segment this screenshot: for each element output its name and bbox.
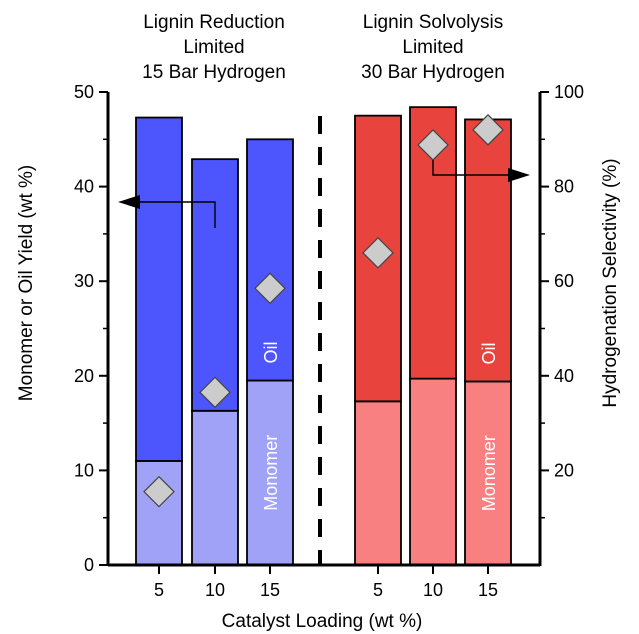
monomer-bar xyxy=(409,377,457,566)
y2-tick-label: 60 xyxy=(554,271,574,291)
y-tick-label: 50 xyxy=(74,82,94,102)
group-title-line: Lignin Reduction xyxy=(143,12,285,33)
y2-tick-label: 40 xyxy=(554,366,574,386)
y-tick-label: 40 xyxy=(74,177,94,197)
selectivity-marker xyxy=(143,475,175,508)
y-axis-title: Monomer or Oil Yield (wt %) xyxy=(16,165,37,402)
y-tick-label: 0 xyxy=(84,555,94,575)
oil-bar xyxy=(191,158,239,412)
monomer-bar xyxy=(246,379,294,566)
x-tick-label: 5 xyxy=(154,580,164,600)
oil-bar xyxy=(464,118,512,383)
x-tick-label: 15 xyxy=(478,580,498,600)
group-title-line: Lignin Solvolysis xyxy=(363,12,503,33)
y-tick-label: 10 xyxy=(74,460,94,480)
x-tick-label: 5 xyxy=(373,580,383,600)
monomer-bar xyxy=(354,400,402,566)
monomer-label: Monomer xyxy=(261,435,281,511)
y2-tick-label: 20 xyxy=(554,460,574,480)
right-arrow-line xyxy=(432,160,508,176)
left-arrow-line xyxy=(140,201,216,228)
x-tick-label: 15 xyxy=(260,580,280,600)
selectivity-marker xyxy=(362,236,394,269)
oil-label: Oil xyxy=(479,342,499,364)
y2-tick-label: 100 xyxy=(554,82,584,102)
y-tick-label: 30 xyxy=(74,271,94,291)
group-title-line: Limited xyxy=(402,37,463,58)
y-tick-label: 20 xyxy=(74,366,94,386)
oil-bar xyxy=(135,116,183,462)
group-title-line: 15 Bar Hydrogen xyxy=(142,62,286,83)
right-arrow-head xyxy=(508,168,530,182)
x-tick-label: 10 xyxy=(205,580,225,600)
oil-bar xyxy=(409,106,457,380)
selectivity-marker xyxy=(199,376,231,409)
y2-axis-title: Hydrogenation Selectivity (%) xyxy=(600,158,621,407)
monomer-bar xyxy=(464,380,512,566)
oil-label: Oil xyxy=(261,342,281,364)
group-title-line: 30 Bar Hydrogen xyxy=(361,62,505,83)
x-tick-label: 10 xyxy=(423,580,443,600)
selectivity-marker xyxy=(254,272,286,305)
monomer-label: Monomer xyxy=(479,435,499,511)
group-title-line: Limited xyxy=(183,37,244,58)
y2-tick-label: 80 xyxy=(554,177,574,197)
x-axis-title: Catalyst Loading (wt %) xyxy=(222,611,423,632)
selectivity-marker xyxy=(472,113,504,146)
oil-bar xyxy=(246,138,294,382)
selectivity-marker xyxy=(417,129,449,161)
monomer-bar xyxy=(191,409,239,566)
left-arrow-head xyxy=(118,195,140,209)
